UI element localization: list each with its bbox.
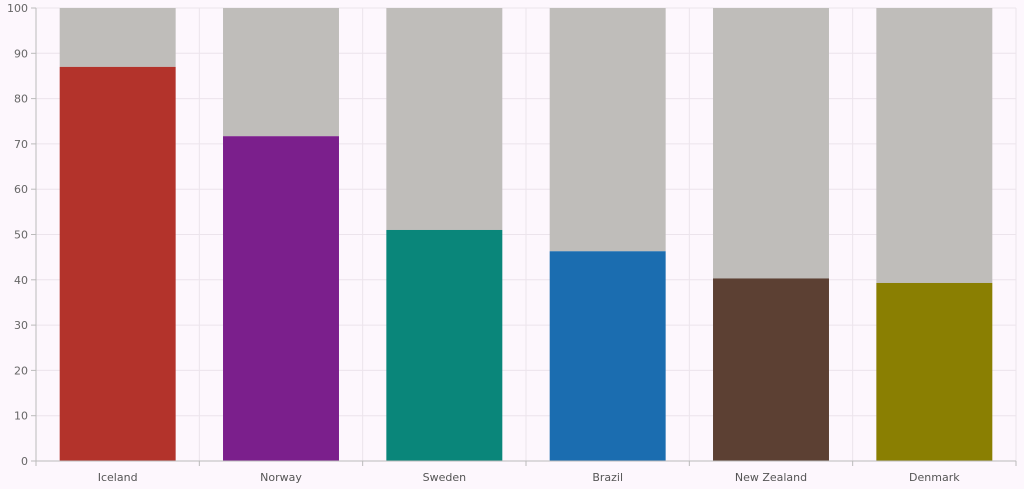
bar-remainder[interactable] bbox=[59, 8, 176, 67]
y-tick-label: 100 bbox=[7, 2, 28, 15]
y-tick-label: 90 bbox=[14, 47, 28, 60]
y-tick-label: 20 bbox=[14, 364, 28, 377]
bar-denmark[interactable] bbox=[876, 282, 993, 461]
y-tick-label: 0 bbox=[21, 455, 28, 468]
y-tick-label: 60 bbox=[14, 183, 28, 196]
bar-remainder[interactable] bbox=[713, 8, 829, 279]
x-category-label: New Zealand bbox=[735, 471, 807, 484]
y-tick-label: 80 bbox=[14, 93, 28, 106]
y-tick-label: 40 bbox=[14, 274, 28, 287]
bar-brazil[interactable] bbox=[549, 251, 666, 461]
y-tick-label: 10 bbox=[14, 410, 28, 423]
grid-lines bbox=[35, 7, 1017, 462]
bar-remainder[interactable] bbox=[549, 8, 666, 252]
bar-new-zealand[interactable] bbox=[713, 278, 829, 461]
y-tick-label: 50 bbox=[14, 229, 28, 242]
bars bbox=[59, 8, 993, 461]
axes: 0 10 20 30 40 50 60 70 80 90 100 Iceland Norway Swede… bbox=[7, 2, 1017, 484]
y-tick-label: 70 bbox=[14, 138, 28, 151]
x-category-label: Sweden bbox=[423, 471, 466, 484]
bar-remainder[interactable] bbox=[223, 8, 339, 137]
bar-sweden[interactable] bbox=[386, 229, 503, 461]
x-category-label: Iceland bbox=[98, 471, 138, 484]
x-category-label: Brazil bbox=[592, 471, 623, 484]
bar-remainder[interactable] bbox=[386, 8, 503, 230]
y-tick-label: 30 bbox=[14, 319, 28, 332]
bar-iceland[interactable] bbox=[59, 66, 176, 461]
bar-norway[interactable] bbox=[223, 136, 339, 461]
x-category-label: Denmark bbox=[909, 471, 960, 484]
bar-remainder[interactable] bbox=[876, 8, 993, 283]
x-category-label: Norway bbox=[260, 471, 302, 484]
